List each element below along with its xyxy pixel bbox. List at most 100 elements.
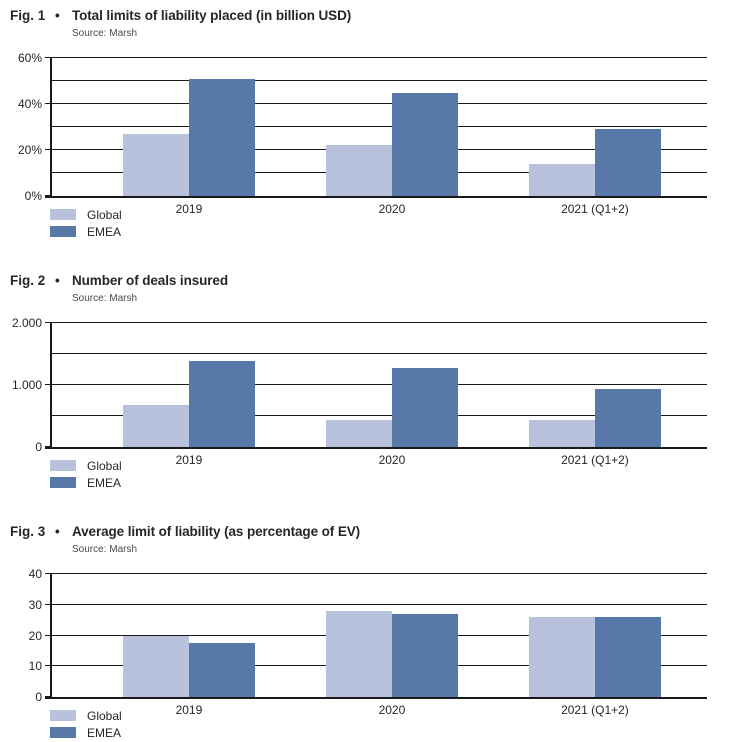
figure-3-legend: Global EMEA	[50, 697, 736, 740]
figure-3-title: Average limit of liability (as percentag…	[72, 524, 361, 539]
figure-2-section: Fig. 2 • Number of deals insured Source:…	[0, 273, 736, 491]
y-axis-tick-label: 40	[28, 567, 42, 581]
bar-emea	[391, 367, 458, 447]
figure-2-source: Source: Marsh	[72, 293, 138, 304]
gridline	[50, 80, 707, 81]
bar-group	[325, 92, 458, 196]
y-axis-tick-label: 20	[28, 628, 42, 643]
legend-label-emea: EMEA	[87, 224, 122, 239]
bar-emea	[188, 361, 255, 447]
gridline	[50, 353, 707, 354]
gridline	[50, 322, 707, 323]
bar-global	[528, 163, 595, 196]
bar-group	[528, 389, 661, 447]
figure-1-section: Fig. 1 • Total limits of liability place…	[0, 0, 736, 240]
x-axis-category-label: 2019	[175, 202, 203, 216]
figure-1-legend: Global EMEA	[50, 196, 736, 239]
gridline	[50, 603, 707, 605]
y-axis-line	[50, 58, 52, 196]
x-axis-category-label: 2020	[378, 202, 406, 216]
bar-global	[325, 610, 392, 697]
x-axis-category-label: 2020	[378, 703, 406, 717]
y-axis-tickmark	[45, 149, 50, 150]
figure-2-plot-area: 0 1.000 2.000 2019 2020 2021 (Q1+2)	[12, 317, 707, 467]
x-axis-line	[45, 196, 707, 198]
y-axis-tickmark	[45, 634, 50, 636]
bar-group	[122, 635, 255, 697]
x-axis-line	[45, 447, 707, 449]
gridline	[50, 126, 707, 127]
legend-label-global: Global	[87, 207, 122, 222]
bar-emea	[188, 643, 255, 697]
y-axis-tickmark	[45, 573, 50, 574]
x-axis-category-label: 2021 (Q1+2)	[561, 202, 629, 216]
global-legend-swatch-icon	[50, 710, 76, 721]
y-axis-tick-label: 30	[28, 597, 42, 612]
y-axis-line	[50, 574, 52, 697]
y-axis-tickmark	[45, 103, 50, 104]
bullet-icon: •	[55, 524, 60, 539]
figure-1-plot-area: 0% 20% 40% 60% 2019 2020 2021 (Q1+2)	[18, 52, 707, 216]
bar-emea	[188, 78, 255, 196]
bar-emea	[594, 389, 661, 447]
bar-group	[528, 617, 661, 697]
figure-3-footer: Global EMEA	[0, 697, 736, 741]
y-axis-tickmark	[45, 446, 50, 447]
y-axis-tick-label: 60%	[17, 51, 42, 65]
figure-1-title: Total limits of liability placed (in bil…	[72, 8, 352, 23]
bar-group	[325, 610, 458, 697]
legend-label-emea: EMEA	[87, 725, 122, 740]
legend-item-global: Global	[50, 708, 736, 723]
bar-global	[325, 145, 392, 196]
emea-legend-swatch-icon	[50, 226, 76, 237]
y-axis-tickmark	[45, 57, 50, 58]
x-axis-category-label: 2020	[378, 453, 406, 467]
figure-2-legend: Global EMEA	[50, 447, 736, 490]
figure-2-number: Fig. 2	[10, 273, 46, 288]
legend-label-global: Global	[87, 458, 122, 473]
y-axis-tick-label: 10	[28, 659, 42, 674]
bar-group	[122, 361, 255, 447]
figure-1-header: Fig. 1 • Total limits of liability place…	[0, 8, 736, 26]
bar-global	[528, 617, 595, 697]
x-axis-category-label: 2021 (Q1+2)	[561, 703, 629, 717]
gridline	[50, 573, 707, 574]
y-axis-tickmark	[45, 665, 50, 667]
y-axis-tick-label: 2.000	[11, 316, 42, 330]
x-axis-category-label: 2019	[175, 453, 203, 467]
legend-item-emea: EMEA	[50, 224, 736, 239]
figure-2-footer: Global EMEA	[0, 447, 736, 491]
x-axis-category-label: 2019	[175, 703, 203, 717]
bar-emea	[391, 613, 458, 697]
bar-global	[528, 420, 595, 447]
y-axis-tickmark	[45, 603, 50, 605]
bar-global	[122, 133, 189, 196]
figure-2-title: Number of deals insured	[72, 273, 228, 288]
y-axis-line	[50, 323, 52, 447]
y-axis-tickmark	[45, 696, 50, 697]
bullet-icon: •	[55, 8, 60, 23]
figure-1-number: Fig. 1	[10, 8, 46, 23]
gridline	[50, 384, 707, 385]
legend-label-global: Global	[87, 708, 122, 723]
figure-2-header: Fig. 2 • Number of deals insured	[0, 273, 736, 291]
legend-item-global: Global	[50, 458, 736, 473]
figure-3-number: Fig. 3	[10, 524, 46, 539]
global-legend-swatch-icon	[50, 460, 76, 471]
bar-global	[122, 404, 189, 447]
gridline	[50, 415, 707, 416]
figure-3-header: Fig. 3 • Average limit of liability (as …	[0, 524, 736, 542]
y-axis-tick-label: 0%	[24, 189, 42, 203]
bar-global	[122, 635, 189, 697]
emea-legend-swatch-icon	[50, 477, 76, 488]
y-axis-tick-label: 1.000	[11, 378, 42, 392]
y-axis-tickmark	[45, 322, 50, 323]
figure-3-plot-area: 0 10 20 30 40 2019 2020 2021 (Q1+2)	[29, 568, 707, 717]
legend-item-emea: EMEA	[50, 725, 736, 740]
bar-emea	[594, 617, 661, 697]
figure-1-source: Source: Marsh	[72, 28, 138, 39]
gridline	[50, 57, 707, 58]
bar-group	[122, 78, 255, 196]
figure-1-footer: Global EMEA	[0, 196, 736, 240]
